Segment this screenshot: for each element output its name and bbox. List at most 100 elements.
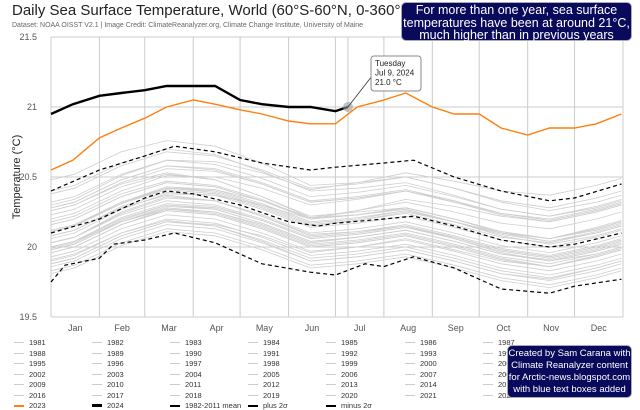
legend-item[interactable]: 1993 xyxy=(405,349,437,358)
legend-swatch xyxy=(92,384,102,385)
legend-label: 2011 xyxy=(185,380,202,389)
legend-label: 2005 xyxy=(263,369,280,379)
legend-label: 1986 xyxy=(420,338,437,347)
legend-item[interactable]: 2001 xyxy=(483,359,515,368)
legend-swatch xyxy=(248,373,258,375)
legend-swatch xyxy=(326,342,336,343)
annotation-line: for Arctic-news.blogspot.com xyxy=(508,372,631,383)
legend-item[interactable]: 2002 xyxy=(14,370,46,379)
legend-item[interactable]: 1982 xyxy=(92,338,124,347)
legend-label: 1995 xyxy=(29,359,46,368)
legend-item[interactable]: 1990 xyxy=(170,349,202,358)
legend-swatch xyxy=(483,342,493,343)
series-line-2020 xyxy=(50,148,622,217)
legend-label: 1985 xyxy=(341,338,358,347)
legend-item[interactable]: 2005 xyxy=(248,370,280,379)
legend-item[interactable]: 1999 xyxy=(326,359,358,368)
legend-item[interactable]: 1998 xyxy=(248,359,280,368)
annotation-line: much higher than in previous years xyxy=(419,28,614,42)
legend-swatch xyxy=(326,384,336,385)
legend-item[interactable]: 1994 xyxy=(483,349,515,358)
tooltip-pointer xyxy=(347,75,373,108)
legend-item[interactable]: 1986 xyxy=(405,338,437,347)
legend-item[interactable]: 2021 xyxy=(405,391,437,400)
legend-item[interactable]: 1984 xyxy=(248,338,280,347)
legend-item[interactable]: 1985 xyxy=(326,338,358,347)
legend-item[interactable]: 1989 xyxy=(92,349,124,358)
legend-item[interactable]: 2018 xyxy=(170,391,202,400)
legend-item[interactable]: 2008 xyxy=(483,370,515,379)
legend-swatch xyxy=(170,384,180,385)
legend-item[interactable]: 2020 xyxy=(326,391,358,400)
legend-item[interactable]: 2007 xyxy=(405,370,437,379)
series-line-plus-2- xyxy=(50,145,622,202)
legend-swatch xyxy=(405,352,415,354)
legend-swatch xyxy=(14,373,24,375)
y-axis-label: Temperature (°C) xyxy=(11,135,23,219)
legend-item[interactable]: 2009 xyxy=(14,380,46,389)
legend-item[interactable]: 2022 xyxy=(483,391,515,400)
legend-item[interactable]: 1997 xyxy=(170,359,202,368)
legend-label: 2022 xyxy=(498,390,515,400)
legend-label: 2009 xyxy=(29,380,46,389)
legend-label: 2015 xyxy=(498,380,515,389)
legend-item[interactable]: 1996 xyxy=(92,359,124,368)
legend-label: 2002 xyxy=(29,369,46,379)
legend-label: 2016 xyxy=(29,390,46,400)
legend-swatch xyxy=(326,373,336,375)
legend-item[interactable]: 2010 xyxy=(92,380,124,389)
annotation-box-bottom: Created by Sam Carana with Climate Reana… xyxy=(507,345,632,398)
series-line-1985 xyxy=(50,231,622,289)
legend-item[interactable]: 2016 xyxy=(14,391,46,400)
series-line-2011 xyxy=(50,197,622,254)
annotation-box-top: For more than one year, sea surface temp… xyxy=(401,2,632,41)
legend-item[interactable]: 1991 xyxy=(248,349,280,358)
legend-swatch xyxy=(248,363,258,364)
legend-item[interactable]: 2014 xyxy=(405,380,437,389)
legend-item[interactable]: 2012 xyxy=(248,380,280,389)
legend-item[interactable]: 2003 xyxy=(92,370,124,379)
legend-swatch xyxy=(326,394,336,396)
y-tick-label: 20 xyxy=(27,242,37,252)
legend-label: 1987 xyxy=(498,338,515,347)
legend-item[interactable]: 1983 xyxy=(170,338,202,347)
legend-swatch xyxy=(326,352,336,354)
legend-item[interactable]: 1981 xyxy=(14,338,46,347)
series-line-1982-2011-mean xyxy=(50,190,622,248)
legend-item[interactable]: 1992 xyxy=(326,349,358,358)
legend-swatch xyxy=(248,394,258,396)
legend-label: 2003 xyxy=(107,369,124,379)
legend-label: 1984 xyxy=(263,338,280,347)
legend-item[interactable]: 2013 xyxy=(326,380,358,389)
annotation-line: Created by Sam Carana with xyxy=(508,348,631,359)
legend-label: 1983 xyxy=(185,338,202,347)
legend-item[interactable]: 1995 xyxy=(14,359,46,368)
series-line-2022 xyxy=(50,165,622,221)
legend-item[interactable]: 2015 xyxy=(483,380,515,389)
series-line-2007 xyxy=(50,194,622,256)
legend-swatch xyxy=(405,384,415,385)
annotation-line: Climate Reanalyzer content xyxy=(511,360,628,371)
legend-label: 2018 xyxy=(185,390,202,400)
legend-item[interactable]: 2006 xyxy=(326,370,358,379)
legend-label: 2007 xyxy=(420,369,437,379)
legend-item[interactable]: 2000 xyxy=(405,359,437,368)
legend-item[interactable]: 2004 xyxy=(170,370,202,379)
legend-swatch xyxy=(170,394,180,396)
series-line-2008 xyxy=(50,204,622,258)
legend-swatch xyxy=(248,342,258,343)
legend-swatch xyxy=(170,363,180,364)
legend-item[interactable]: 2011 xyxy=(170,380,201,389)
legend-item[interactable]: 2019 xyxy=(248,391,280,400)
legend-item[interactable]: 2017 xyxy=(92,391,124,400)
legend-item[interactable]: 1988 xyxy=(14,349,46,358)
legend-label: 1981 xyxy=(29,338,46,347)
legend-label: 2014 xyxy=(420,380,437,389)
series-line-2024 xyxy=(50,84,349,116)
legend-swatch xyxy=(14,342,24,343)
legend-item[interactable]: 1987 xyxy=(483,338,515,347)
legend-swatch xyxy=(14,394,24,396)
annotation-line: For more than one year, sea surface xyxy=(415,3,618,17)
legend-swatch xyxy=(483,373,493,375)
